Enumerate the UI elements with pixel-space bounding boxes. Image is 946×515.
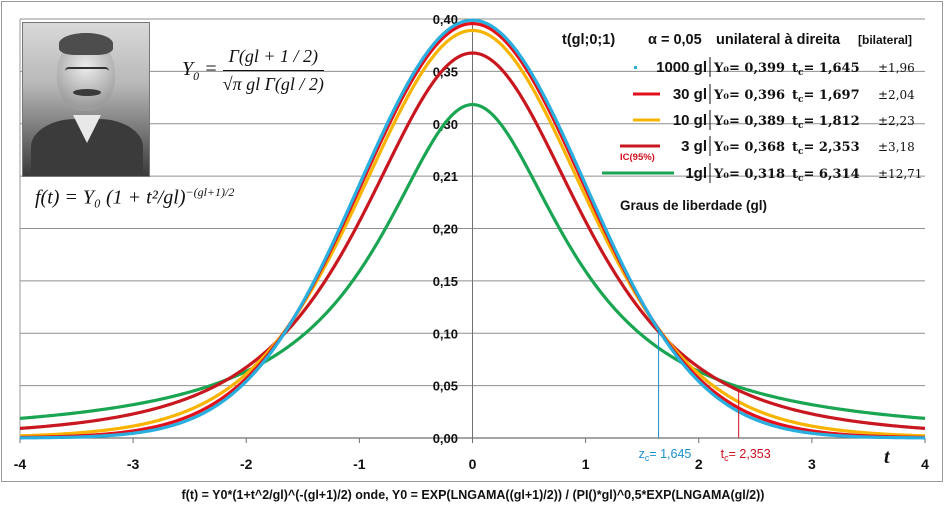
y-tick-label: 0,20	[433, 222, 458, 237]
legend-label-3gl: 3 gl	[681, 138, 707, 155]
x-tick-label: -3	[127, 456, 140, 472]
legend-label-30gl: 30 gl	[673, 86, 707, 103]
formula-ft-exponent: −(gl+1)/2	[185, 185, 235, 199]
critical-value-label: zc= 1,645	[639, 447, 692, 463]
formula-y0-fraction: Γ(gl + 1 / 2) √π gl Γ(gl / 2)	[222, 46, 325, 95]
formula-y0-numerator: Γ(gl + 1 / 2)	[222, 46, 325, 71]
legend-bilateral-1gl: ±12,71	[878, 167, 922, 181]
series-line-1gl	[19, 102, 926, 420]
y-tick-label: 0,15	[433, 274, 458, 289]
y-tick-label: 0,40	[433, 12, 458, 27]
legend-bilateral-10gl: ±2,23	[878, 114, 915, 128]
series-line-10gl	[19, 28, 926, 438]
x-tick-label: 0	[469, 456, 477, 472]
legend-title: Graus de liberdade (gl)	[620, 198, 767, 213]
x-tick-label: -2	[240, 456, 253, 472]
bilateral-label: [bilateral]	[858, 33, 912, 47]
formula-y0-denominator: √π gl Γ(gl / 2)	[222, 74, 324, 94]
legend-y0-10gl: Y₀= 0,389	[713, 114, 785, 129]
x-tick-label: 3	[808, 456, 816, 472]
portrait-photo	[22, 22, 150, 177]
legend-tc-10gl: tc= 1,812	[792, 114, 860, 131]
x-axis-label: t	[884, 446, 891, 468]
formula-ft-body: f(t) = Y₀ (1 + t²/gl)	[35, 186, 186, 209]
formula-y0-equals: =	[204, 58, 218, 81]
excel-formula-footer: f(t) = Y0*(1+t^2/gl)^(-(gl+1)/2) onde, Y…	[181, 488, 765, 502]
ic-label: IC(95%)	[620, 152, 655, 163]
legend: 1000 gl Y₀= 0,399 tc= 1,645 ±1,96 30 gl Y₀= 0…	[602, 57, 922, 184]
gridlines	[19, 18, 925, 439]
critical-value-label: tc= 2,353	[721, 447, 771, 463]
alpha-label: α = 0,05	[648, 32, 702, 48]
formula-y0-lhs-sub: 0	[193, 69, 200, 84]
formula-y0-lhs: Y	[182, 58, 194, 81]
legend-bilateral-1000gl: ±1,96	[878, 61, 915, 75]
portrait-hairline	[59, 33, 113, 55]
formula-y0: Y0 = Γ(gl + 1 / 2) √π gl Γ(gl / 2)	[182, 46, 325, 95]
legend-tc-30gl: tc= 1,697	[792, 88, 860, 105]
legend-swatch-1000gl	[634, 66, 637, 69]
x-tick-label: 2	[695, 456, 703, 472]
y-tick-label: 0,00	[433, 431, 458, 446]
legend-y0-3gl: Y₀= 0,368	[713, 140, 785, 155]
chart-title: t(gl;0;1)	[562, 32, 615, 48]
legend-label-10gl: 10 gl	[673, 112, 707, 129]
portrait-glasses	[65, 67, 109, 79]
y-tick-label: 0,10	[433, 326, 458, 341]
legend-tc-1gl: tc= 6,314	[792, 167, 860, 184]
critical-value-annotations: zc= 1,645 tc= 2,353	[639, 329, 771, 463]
x-tick-label: 1	[582, 456, 590, 472]
legend-tc-1000gl: tc= 1,645	[792, 61, 860, 78]
y-tick-label: 0,05	[433, 379, 458, 394]
x-tick-label: 4	[921, 456, 929, 472]
series-line-3gl	[19, 51, 926, 430]
y-tick-label: 0,21	[433, 169, 458, 184]
series-line-1000gl	[19, 18, 926, 440]
formula-ft: f(t) = Y₀ (1 + t²/gl)−(gl+1)/2	[35, 185, 234, 210]
x-tick-label: -4	[14, 456, 27, 472]
x-tick-label: -1	[353, 456, 366, 472]
x-axis-ticks: -4 -3 -2 -1 0 1 2 3 4	[14, 438, 929, 472]
legend-y0-1gl: Y₀= 0,318	[713, 167, 785, 182]
density-curves	[19, 18, 926, 440]
legend-label-1000gl: 1000 gl	[656, 59, 707, 76]
side-label: unilateral à direita	[716, 32, 841, 48]
y-axis-ticks: 0,000,050,100,150,200,210,300,350,40	[433, 12, 458, 446]
legend-bilateral-3gl: ±3,18	[878, 140, 915, 154]
portrait-moustache	[73, 89, 101, 96]
series-line-30gl	[19, 21, 926, 440]
legend-label-1gl: 1gl	[685, 165, 707, 182]
legend-y0-30gl: Y₀= 0,396	[713, 88, 785, 103]
legend-y0-1000gl: Y₀= 0,399	[713, 61, 785, 76]
legend-bilateral-30gl: ±2,04	[878, 88, 915, 102]
legend-tc-3gl: tc= 2,353	[792, 140, 860, 157]
